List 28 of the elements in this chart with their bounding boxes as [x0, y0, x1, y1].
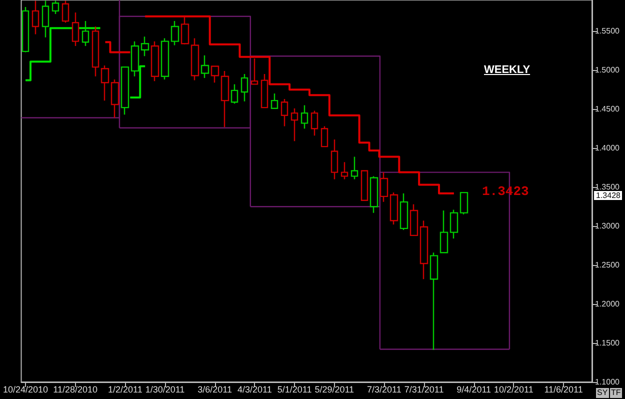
x-tick-label: 7/31/2011 [404, 384, 444, 394]
y-tick-label: 1.3500 [595, 182, 620, 192]
x-tick-label: 11/28/2010 [53, 384, 98, 394]
x-tick-label: 5/1/2011 [277, 384, 312, 394]
x-tick-label: 7/3/2011 [367, 384, 402, 394]
annotation: 1.3423 [482, 184, 529, 199]
x-tick-label: 10/2/2011 [494, 384, 534, 394]
y-tick-label: 1.4500 [595, 104, 620, 114]
x-tick-label: 9/4/2011 [456, 384, 492, 394]
x-tick-label: 4/3/2011 [237, 384, 272, 394]
x-tick-label: 11/6/2011 [544, 384, 583, 394]
text: SY [596, 388, 609, 398]
x-tick-label: 3/6/2011 [198, 384, 232, 394]
x-tick-label: 1/2/2011 [108, 384, 142, 394]
text: TF [610, 388, 622, 398]
y-tick-label: 1.3000 [595, 222, 620, 231]
y-tick-label: 1.2500 [595, 260, 620, 270]
annotation: WEEKLY [484, 64, 530, 76]
y-tick-label: 1.4000 [595, 144, 620, 153]
x-tick-label: 1/30/2011 [145, 384, 185, 394]
x-tick-label: 10/24/2010 [3, 384, 48, 394]
y-tick-label: 1.5500 [595, 26, 620, 36]
y-tick-label: 1.1000 [595, 378, 620, 386]
text: 1.3428 [594, 191, 622, 200]
y-tick-label: 1.5000 [595, 66, 620, 75]
y-tick-label: 1.2000 [595, 300, 620, 309]
x-tick-label: 5/29/2011 [314, 384, 354, 394]
y-tick-label: 1.1500 [595, 338, 620, 348]
